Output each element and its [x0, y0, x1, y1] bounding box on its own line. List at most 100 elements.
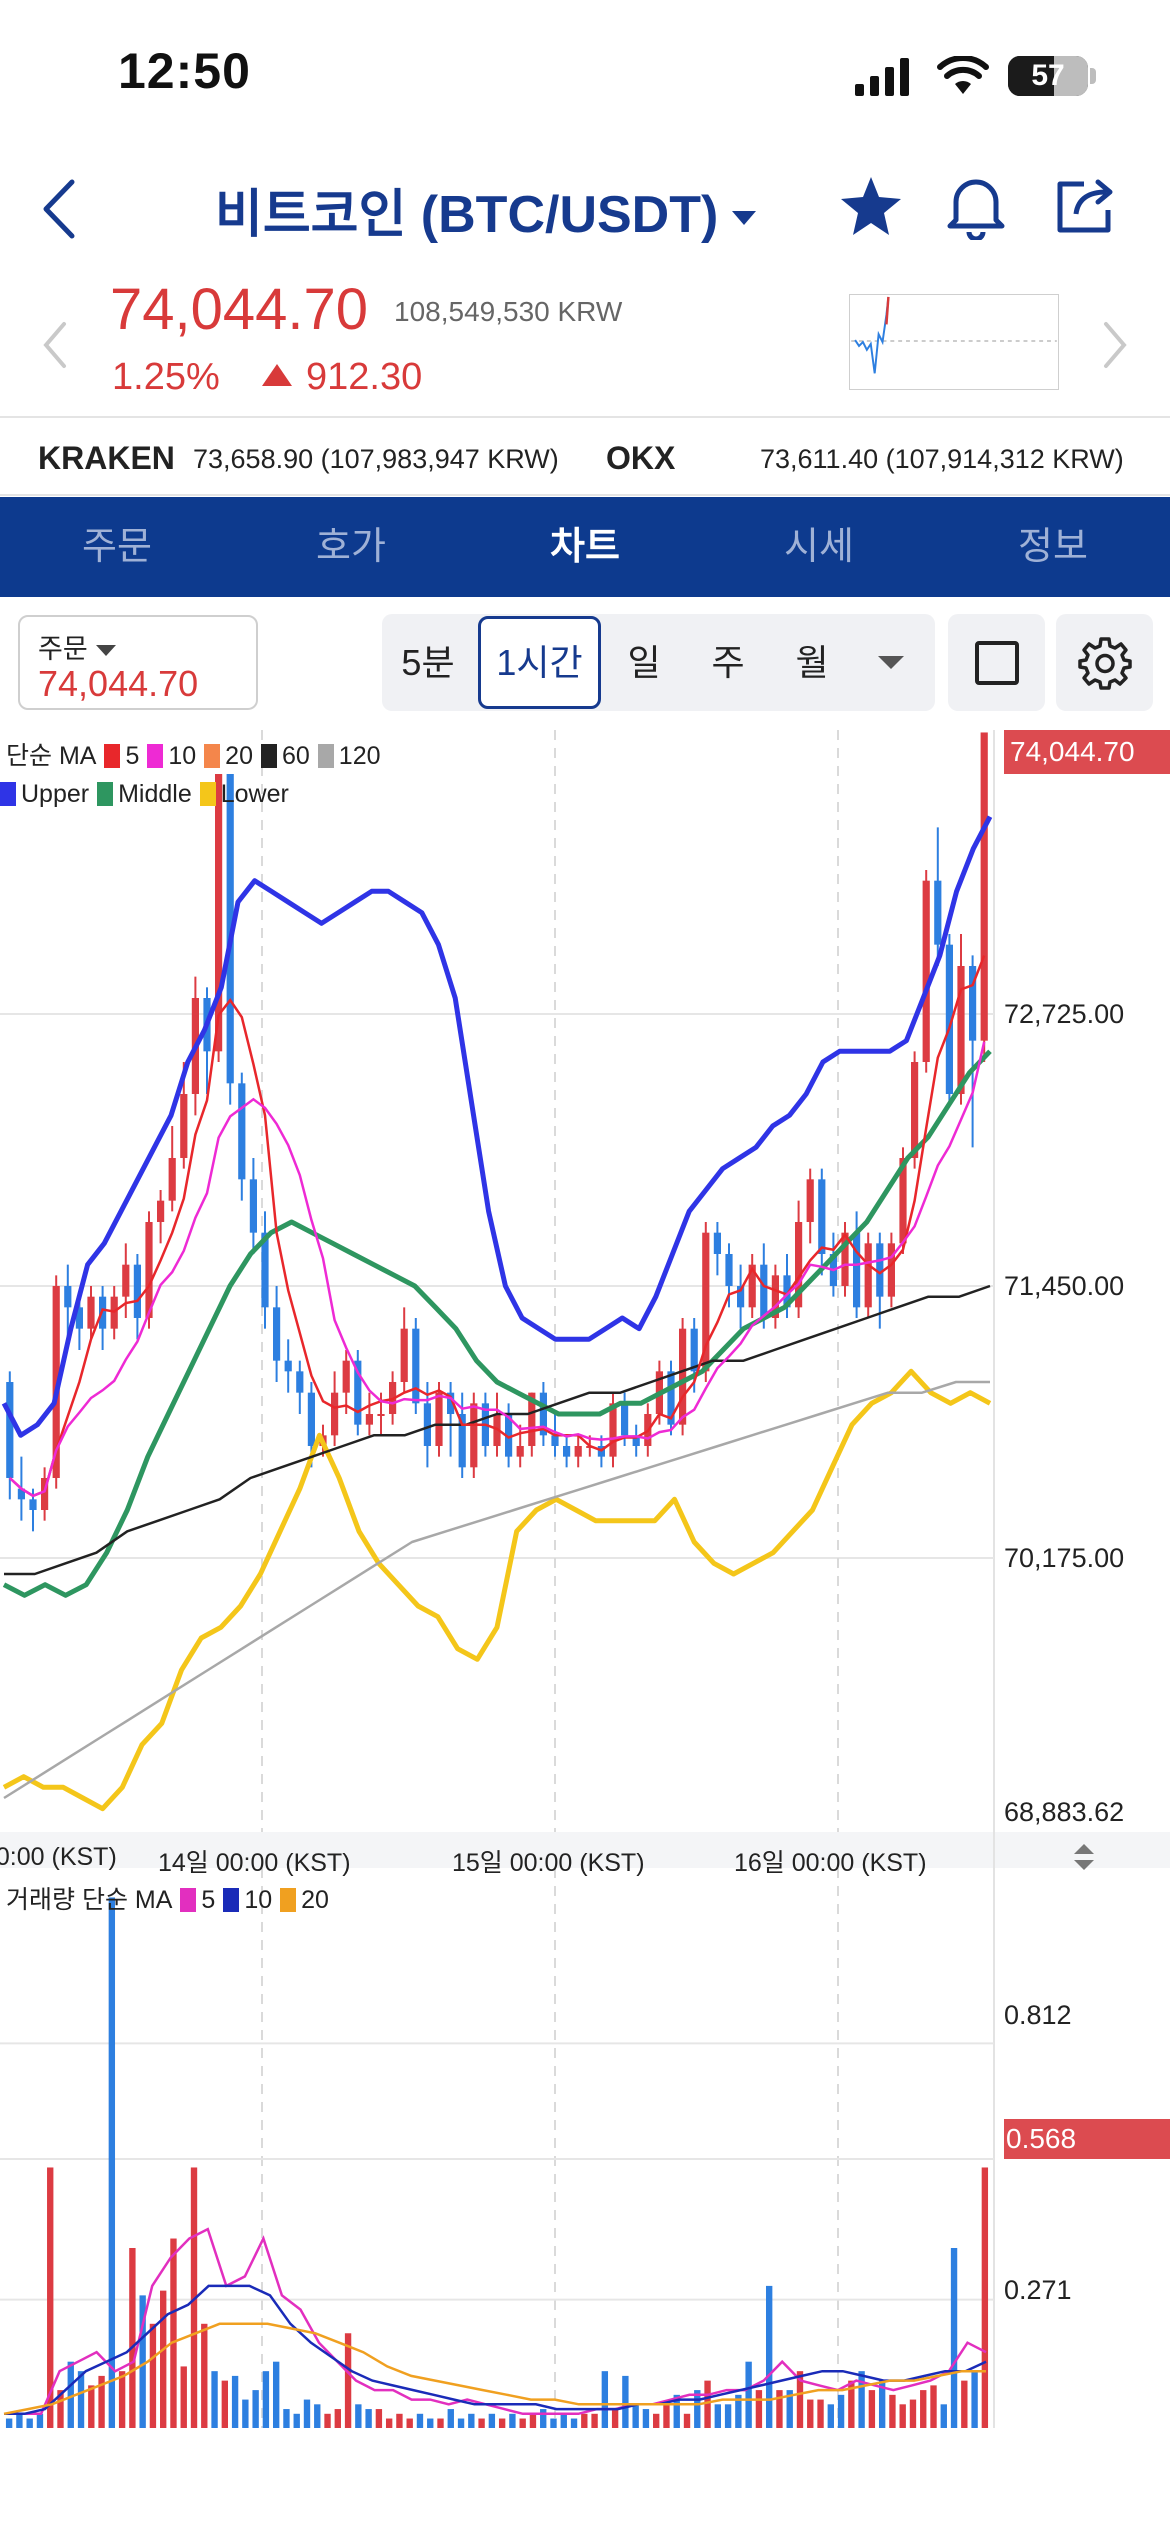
prev-chevron-icon[interactable] [40, 320, 70, 370]
candle [574, 1446, 582, 1457]
volume-bar [180, 2366, 187, 2428]
ma10-line [8, 1041, 986, 1498]
period-week[interactable]: 주 [711, 642, 745, 683]
vol-legend-10: 10 [244, 1886, 273, 1914]
change-amount-value: 912.30 [306, 356, 423, 398]
candle [400, 1328, 408, 1382]
volume-bar [47, 2167, 54, 2428]
share-icon[interactable] [1054, 174, 1118, 238]
series-line-middle [2, 1049, 992, 1598]
market-title-dropdown[interactable]: 비트코인 (BTC/USDT) [215, 172, 757, 247]
volume-bar [550, 2418, 557, 2428]
mini-sparkline[interactable] [849, 294, 1059, 390]
tab-orderbook[interactable]: 호가 [316, 526, 386, 568]
volume-bar [498, 2418, 506, 2428]
price-chart[interactable] [0, 730, 1170, 2430]
y-axis-tick: 71,450.00 [1004, 1271, 1125, 1301]
volume-bar [231, 2375, 239, 2428]
resize-handle-icon[interactable] [1070, 1842, 1098, 1872]
tab-quotes[interactable]: 시세 [784, 526, 854, 568]
volume-bar [540, 2409, 547, 2428]
volume-bar [406, 2418, 413, 2428]
candle [342, 1360, 350, 1393]
settings-button[interactable] [1056, 614, 1153, 711]
volume-bar [468, 2413, 475, 2428]
candle [516, 1446, 524, 1457]
candle [6, 1382, 14, 1478]
bell-icon[interactable] [944, 174, 1008, 240]
tab-order[interactable]: 주문 [82, 526, 152, 568]
period-day[interactable]: 일 [627, 642, 661, 683]
period-1hour[interactable]: 1시간 [478, 616, 601, 709]
tab-info[interactable]: 정보 [1018, 526, 1088, 568]
volume-bar [252, 2390, 259, 2428]
volume-bar [971, 2371, 978, 2428]
next-chevron-icon[interactable] [1100, 320, 1130, 370]
x-axis-label: 16일 00:00 (KST) [734, 1849, 927, 1877]
candle [957, 966, 965, 1094]
period-5min[interactable]: 5분 [401, 642, 455, 683]
volume-bar [303, 2399, 311, 2428]
volume-bar [509, 2413, 516, 2428]
favorite-star-icon[interactable] [838, 175, 904, 237]
y-axis-tick: 70,175.00 [1004, 1543, 1125, 1573]
order-dropdown[interactable]: 주문 74,044.70 [18, 615, 258, 710]
volume-bar [622, 2375, 629, 2428]
volume-bar [981, 2167, 989, 2428]
volume-bar [940, 2404, 947, 2428]
candle [667, 1371, 675, 1425]
candle [969, 966, 977, 1041]
ma-legend-title: 단순 MA [6, 742, 97, 770]
vol-legend-20: 20 [301, 1886, 329, 1914]
volume-bar [858, 2371, 865, 2428]
volume-bar [221, 2380, 229, 2428]
legend-swatch [204, 744, 221, 768]
volume-bar [683, 2413, 691, 2428]
candle [702, 1232, 710, 1372]
status-time: 12:50 [118, 43, 251, 99]
battery-level: 57 [1031, 59, 1065, 92]
volume-bar [930, 2385, 937, 2428]
ma-legend-20: 20 [225, 742, 253, 770]
candle [818, 1179, 826, 1254]
legend-swatch [280, 1888, 297, 1912]
order-price: 74,044.70 [38, 663, 199, 704]
volume-bar [262, 2371, 270, 2428]
order-dropdown-label-row: 주문 [38, 627, 116, 666]
back-chevron-icon[interactable] [38, 178, 82, 240]
volume-bar [601, 2371, 609, 2428]
tab-chart[interactable]: 차트 [550, 526, 620, 568]
candle [760, 1264, 768, 1318]
volume-ma-line-5 [4, 2227, 987, 2416]
ma-legend: 단순 MA 5 10 20 60 120 [6, 736, 381, 772]
volume-bar [88, 2385, 95, 2428]
legend-swatch [260, 744, 277, 768]
x-axis-label: 14일 00:00 (KST) [158, 1849, 351, 1877]
volume-bar [108, 1897, 116, 2428]
volume-bar [704, 2380, 711, 2428]
volume-bar [570, 2418, 578, 2428]
candle [980, 732, 988, 1041]
volume-bar [642, 2409, 650, 2428]
volume-ma-line-20 [3, 2322, 986, 2416]
ma-legend-120: 120 [338, 742, 381, 770]
volume-bar [365, 2409, 372, 2428]
period-month[interactable]: 월 [795, 642, 829, 683]
candle [783, 1275, 791, 1308]
fullscreen-button[interactable] [948, 614, 1045, 711]
volume-bar [427, 2418, 434, 2428]
exchange-name-kraken: KRAKEN [38, 440, 175, 476]
legend-swatch [317, 744, 334, 768]
y-axis-tick: 72,725.00 [1004, 999, 1125, 1029]
vol-legend-5: 5 [201, 1886, 216, 1914]
candle [725, 1254, 733, 1286]
vol-y-tick: 0.271 [1004, 2275, 1072, 2305]
candle [284, 1360, 292, 1372]
volume-bar [848, 2380, 855, 2428]
candle [458, 1414, 466, 1468]
divider [0, 416, 1170, 418]
period-more-caret-icon[interactable] [878, 656, 904, 669]
candle [354, 1360, 362, 1425]
ma-legend-60: 60 [281, 742, 310, 770]
candle [41, 1478, 49, 1510]
